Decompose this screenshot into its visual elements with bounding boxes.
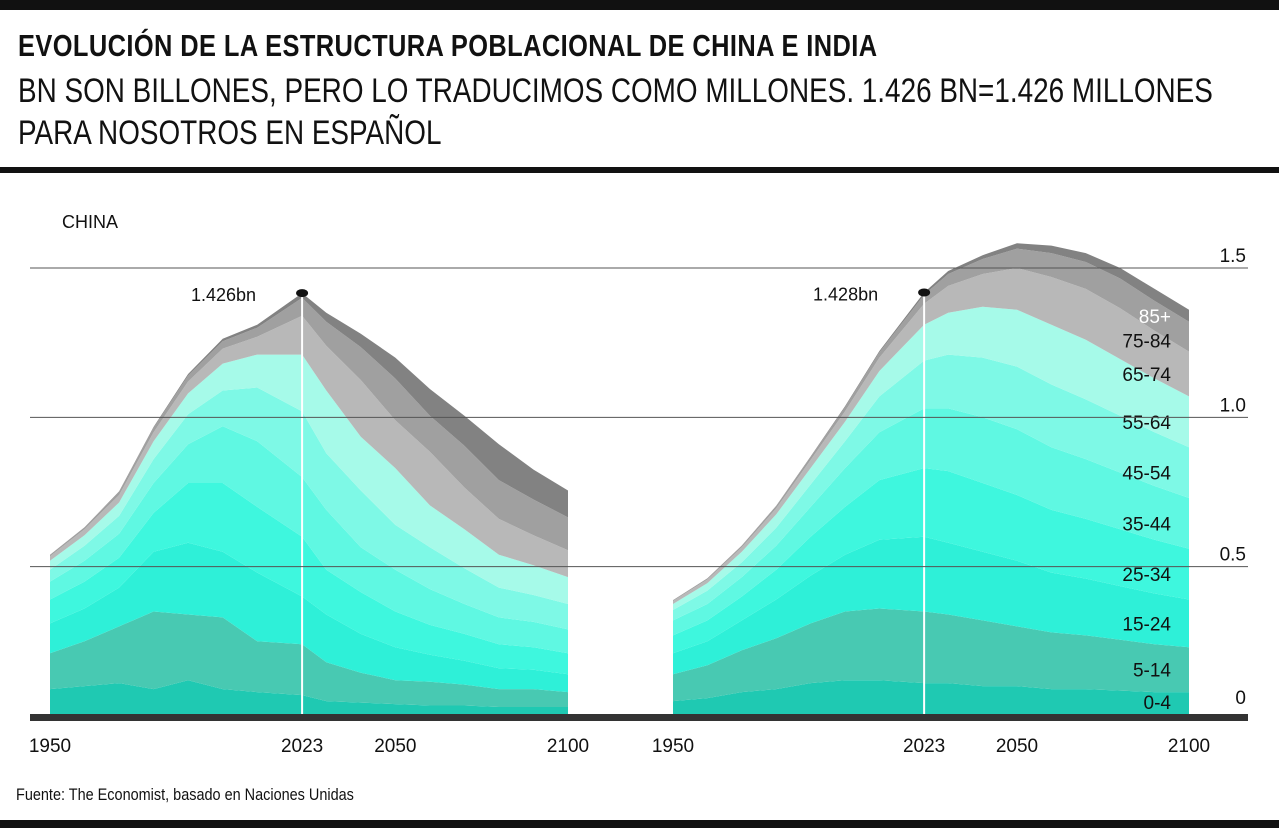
series-label-75-84: 75-84 [1122,332,1171,353]
area-15-24-panel-2 [673,536,1189,675]
x-axis-baseline [30,714,1248,721]
area-5-14-panel-2 [673,608,1189,702]
area-5-14-panel-1 [50,611,568,707]
area-55-64-panel-2 [673,306,1189,610]
area-35-44-panel-1 [50,426,568,654]
source-note: Fuente: The Economist, basado en Nacione… [16,785,354,804]
area-25-34-panel-2 [673,468,1189,654]
area-0-4-panel-1 [50,680,568,716]
series-label-15-24: 15-24 [1122,614,1171,635]
y-tick-1.0: 1.0 [1220,395,1246,416]
x-tick-2050-panel-2: 2050 [996,736,1038,757]
x-tick-2050-panel-1: 2050 [374,736,416,757]
x-tick-2100-panel-2: 2100 [1168,736,1210,757]
series-label-25-34: 25-34 [1122,565,1171,586]
area-35-44-panel-2 [673,408,1189,636]
marker-label-panel-1: 1.426bn [191,285,256,305]
series-label-45-54: 45-54 [1122,464,1171,485]
series-label-65-74: 65-74 [1122,365,1171,386]
x-tick-2023-panel-2: 2023 [903,736,945,757]
marker-label-panel-2: 1.428bn [813,284,878,304]
top-rule [0,0,1279,10]
y-tick-1.5: 1.5 [1220,246,1246,267]
chart-title: EVOLUCIÓN DE LA ESTRUCTURA POBLACIONAL D… [18,28,878,63]
bottom-rule [0,820,1279,828]
area-15-24-panel-1 [50,542,568,693]
area-65-74-panel-1 [50,315,568,578]
y-tick-0: 0 [1235,688,1246,709]
area-45-54-panel-1 [50,387,568,630]
x-tick-2023-panel-1: 2023 [281,736,323,757]
header-rule [0,167,1279,173]
panel-label-panel-1: CHINA [62,212,118,232]
x-tick-1950-panel-2: 1950 [652,736,694,757]
x-tick-2100-panel-1: 2100 [547,736,589,757]
series-label-85+: 85+ [1139,307,1171,328]
series-label-55-64: 55-64 [1122,413,1171,434]
area-25-34-panel-1 [50,483,568,675]
y-tick-0.5: 0.5 [1220,545,1246,566]
marker-dot-panel-2 [918,288,931,297]
x-tick-1950-panel-1: 1950 [29,736,71,757]
series-label-0-4: 0-4 [1144,693,1172,714]
subtitle-line-2: PARA NOSOTROS EN ESPAÑOL [18,114,442,152]
series-label-35-44: 35-44 [1122,514,1171,535]
series-label-5-14: 5-14 [1133,661,1171,682]
marker-dot-panel-1 [296,289,309,298]
area-0-4-panel-2 [673,680,1189,716]
area-85+-panel-2 [673,243,1189,601]
chart-subtitle: BN SON BILLONES, PERO LO TRADUCIMOS COMO… [18,70,1213,154]
area-85+-panel-1 [50,293,568,555]
subtitle-line-1: BN SON BILLONES, PERO LO TRADUCIMOS COMO… [18,72,1213,110]
area-45-54-panel-2 [673,354,1189,621]
